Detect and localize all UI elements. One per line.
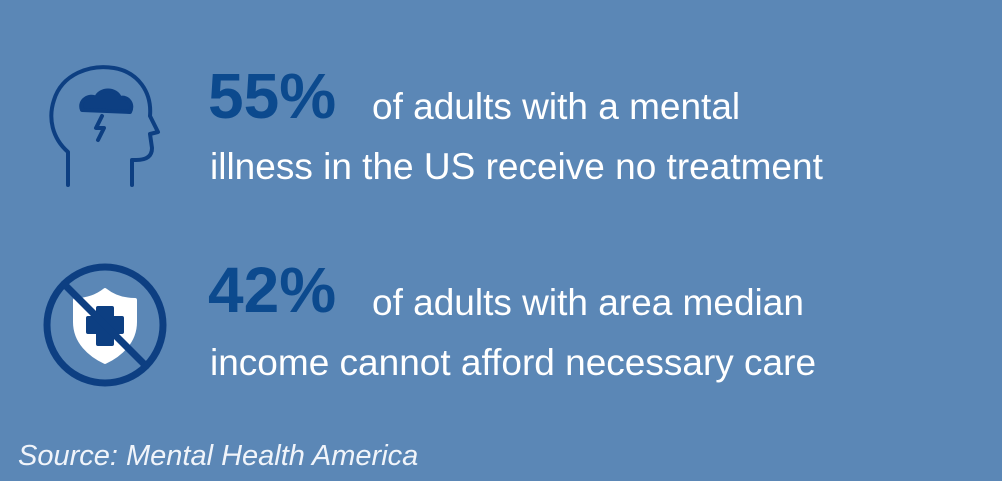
source: Source: Mental Health America [18,440,419,472]
stat-text: of adults with a mental [372,86,741,127]
head-icon [49,65,160,187]
stat-text: income cannot afford necessary care [210,342,817,383]
stat-text: of adults with area median [372,282,804,323]
stat-figure: 55% [208,60,337,132]
stat-figure: 42% [208,254,337,326]
stat-text: illness in the US receive no treatment [210,146,823,187]
no-insurance-icon [43,263,167,387]
